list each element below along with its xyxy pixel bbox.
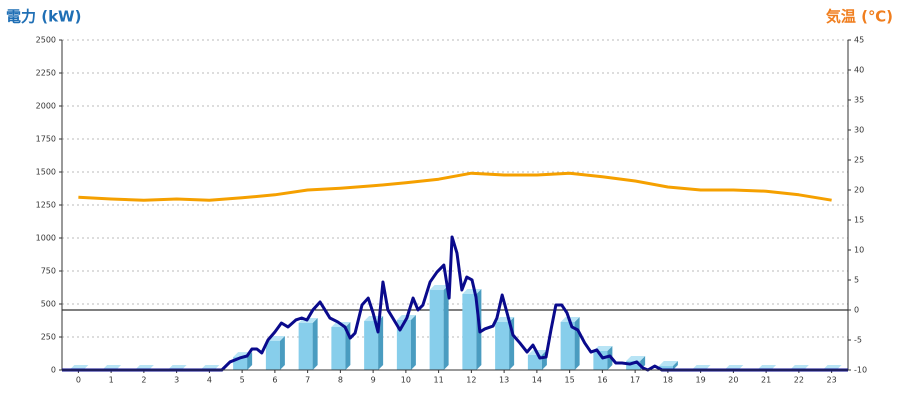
x-tick-label: 13 [499,376,509,385]
y-tick-label: 2000 [36,102,56,111]
bar-top [462,288,482,294]
y-tick-label: 1500 [36,168,56,177]
y-axis-title: 電力 (kW) [6,8,81,26]
x-tick-label: 23 [827,376,837,385]
y-tick-label: 250 [41,333,56,342]
bar [396,319,411,370]
x-tick-label: 2 [141,376,146,385]
x-tick-label: 17 [630,376,640,385]
bar-side [574,316,580,370]
y-tick-label: 750 [41,267,56,276]
y2-tick-label: 45 [854,36,864,45]
x-tick-label: 15 [565,376,575,385]
line [78,171,832,202]
bar [593,350,608,370]
x-tick-label: 14 [532,376,542,385]
y-tick-label: 1750 [36,135,56,144]
y-tick-label: 2500 [36,36,56,45]
y2-tick-label: 40 [854,66,864,75]
x-tick-label: 12 [466,376,476,385]
bar [265,340,280,370]
y2-tick-label: -10 [854,366,867,375]
x-tick-label: 6 [272,376,277,385]
x-tick-label: 18 [663,376,673,385]
y2-tick-label: 10 [854,246,864,255]
x-tick-label: 19 [696,376,706,385]
y2-tick-label: 35 [854,96,864,105]
bar [527,354,542,370]
bar-side [410,314,416,370]
x-tick-label: 16 [597,376,607,385]
y2-tick-label: -5 [854,336,862,345]
bar [298,323,313,370]
bar-top [429,285,449,291]
bar [364,321,379,370]
bar-top [658,361,678,367]
bar [495,321,510,370]
x-tick-label: 10 [401,376,411,385]
bar-top [626,356,646,362]
x-tick-label: 4 [207,376,212,385]
y-tick-label: 500 [41,300,56,309]
y-tick-label: 0 [51,366,56,375]
x-tick-label: 11 [434,376,444,385]
x-tick-label: 1 [109,376,114,385]
bar [658,366,673,370]
bar-side [672,361,678,370]
y2-tick-label: 15 [854,216,864,225]
y2-tick-label: 20 [854,186,864,195]
y2-tick-label: 0 [854,306,859,315]
x-tick-label: 7 [305,376,310,385]
y2-axis-title: 気温 (℃) [826,8,893,26]
y-tick-label: 1000 [36,234,56,243]
x-tick-label: 22 [794,376,804,385]
bar [626,361,641,370]
y2-tick-label: 30 [854,126,864,135]
x-tick-label: 9 [371,376,376,385]
bar [429,290,444,370]
bar-side [443,285,449,370]
bar [560,321,575,370]
y2-tick-label: 5 [854,276,859,285]
x-tick-label: 5 [240,376,245,385]
y2-tick-label: 25 [854,156,864,165]
bar-side [312,318,318,370]
y-tick-label: 2250 [36,69,56,78]
line [62,235,848,372]
x-tick-label: 20 [728,376,738,385]
y-tick-label: 1250 [36,201,56,210]
x-tick-label: 0 [76,376,81,385]
bar [331,326,346,370]
x-tick-label: 21 [761,376,771,385]
bar-side [279,335,285,370]
bar [462,293,477,370]
x-tick-label: 3 [174,376,179,385]
x-tick-label: 8 [338,376,343,385]
